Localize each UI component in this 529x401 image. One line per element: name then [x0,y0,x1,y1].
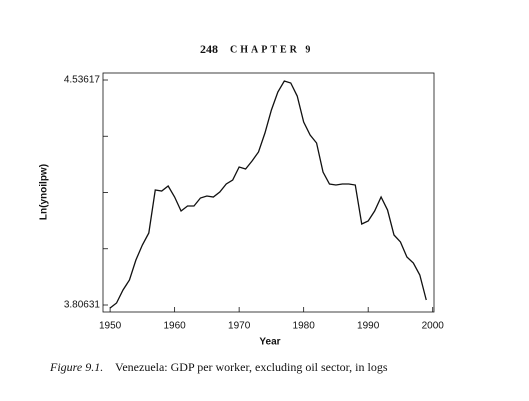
x-tick-label: 1980 [293,321,316,332]
chapter-header: CHAPTER 9 [230,44,313,55]
x-tick-label: 1960 [163,321,186,332]
y-tick-label: 4.53617 [64,75,101,86]
y-axis-label: Ln(ynoilpw) [39,164,50,220]
page-number: 248 [200,42,218,56]
y-tick-label: 3.80631 [64,300,101,311]
plot-frame [102,72,435,313]
caption-label: Figure 9.1. [49,360,103,374]
x-tick-label: 1950 [99,321,122,332]
x-tick-label: 2000 [422,321,445,332]
x-axis-label: Year [259,337,280,348]
data-line [109,80,427,309]
caption: Venezuela: GDP per worker, excluding oil… [115,360,388,374]
x-tick-label: 1970 [228,321,251,332]
x-tick-label: 1990 [357,321,380,332]
